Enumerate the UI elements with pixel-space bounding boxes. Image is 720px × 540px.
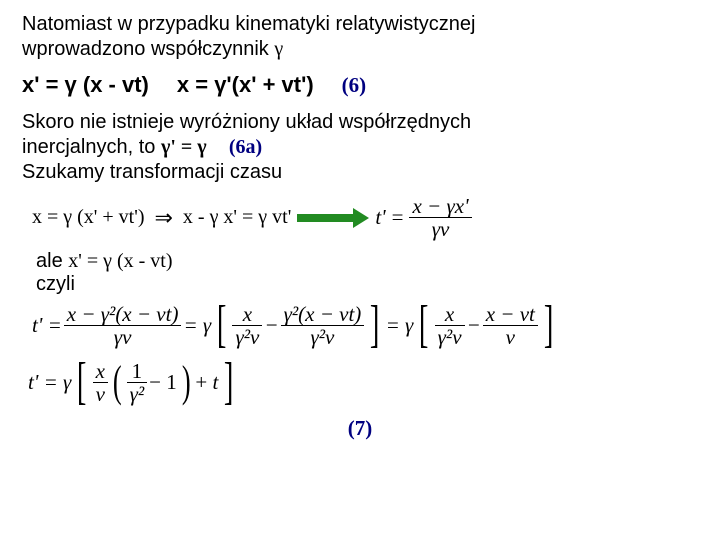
b1-f2a: x γ²v [232, 303, 262, 348]
eq6-right: x = γ'(x' + vt') [177, 72, 314, 98]
p2-l2-pre: inercjalnych, to [22, 136, 161, 158]
b1-f2bd: γ²v [307, 326, 337, 348]
arrow-icon [297, 208, 369, 228]
b2-x: x [93, 360, 108, 382]
b1-minus2: − [467, 313, 481, 338]
eq-sign: = [392, 205, 404, 230]
b1-f3ad: γ²v [435, 326, 465, 348]
b2-in: 1 [129, 360, 146, 382]
intro-text: Natomiast w przypadku kinematyki relatyw… [22, 12, 698, 62]
tps-den: γv [429, 218, 453, 240]
b2-v: v [93, 383, 108, 405]
czyli: czyli [36, 273, 75, 295]
b1-f3an: x [442, 303, 457, 325]
tprime-frac-small: t' = x − γx' γv [375, 195, 471, 240]
b1-f1d: γv [114, 325, 132, 349]
intro-line2-pre: wprowadzono współczynnik [22, 38, 274, 60]
big-equation-2: t' = γ [ x v ( 1 γ² − 1 ) + t ] [28, 359, 698, 406]
lbracket-1: [ [217, 302, 227, 349]
rbracket-1: ] [370, 302, 380, 349]
lbracket-3: [ [77, 359, 87, 406]
b1-frac1: x − γ²(x − vt) γv [64, 303, 182, 348]
b1-f3a: x γ²v [435, 303, 465, 348]
paragraph-2: Skoro nie istnieje wyróżniony układ wspó… [22, 110, 698, 185]
gamma-prime-eq-gamma: γ' = γ [161, 136, 207, 158]
b2-xv: x v [93, 360, 108, 405]
rbracket-2: ] [544, 302, 554, 349]
b1-minus: − [264, 313, 278, 338]
lbracket-2: [ [419, 302, 429, 349]
intro-line1: Natomiast w przypadku kinematyki relatyw… [22, 13, 476, 35]
b2-inner: 1 γ² [127, 360, 148, 405]
big-equation-1: t' = x − γ²(x − vt) γv = γ [ x γ²v − γ²(… [32, 302, 698, 349]
b1-f2an: x [240, 303, 255, 325]
b1-eqg2: = γ [386, 313, 414, 338]
lparen-1: ( [113, 362, 122, 402]
tprime-small-frac: x − γx' γv [409, 195, 471, 240]
gamma-symbol: γ [274, 38, 283, 60]
b1-f2bn: γ²(x − vt) [281, 303, 365, 325]
rparen-1: ) [182, 362, 191, 402]
b2-lead: t' = γ [28, 370, 71, 395]
ale-expr: x' = γ (x - vt) [68, 250, 172, 272]
rbracket-3: ] [224, 359, 234, 406]
b1-f3b: x − vt v [483, 303, 538, 348]
tprime-var: t' [375, 205, 385, 230]
equation-6: x' = γ (x - vt) x = γ'(x' + vt') (6) [22, 72, 698, 98]
p2-l3: Szukamy transformacji czasu [22, 161, 282, 183]
eq7-number: (7) [348, 416, 373, 440]
ale-line: ale x' = γ (x - vt) czyli [36, 250, 698, 296]
flow-lhs: x = γ (x' + vt') [32, 206, 144, 229]
b2-plus-t: + t [195, 370, 218, 395]
ale-pre: ale [36, 250, 68, 272]
flow-rhs: x - γ x' = γ vt' [183, 206, 291, 229]
b1-lead: t' = [32, 313, 62, 338]
implies-symbol: ⇒ [154, 205, 172, 231]
eq6-number: (6) [342, 73, 367, 98]
eq6-left: x' = γ (x - vt) [22, 72, 149, 98]
eq6a-number: (6a) [229, 136, 262, 158]
p2-l1: Skoro nie istnieje wyróżniony układ wspó… [22, 111, 471, 133]
b1-f3bd: v [503, 326, 518, 348]
b1-eqg: = γ [183, 313, 211, 338]
b1-f3bn: x − vt [483, 303, 538, 325]
b1-f2ad: γ²v [232, 326, 262, 348]
b2-tail: − 1 [149, 370, 177, 395]
tps-num: x − γx' [409, 195, 471, 217]
derivation-flow: x = γ (x' + vt') ⇒ x - γ x' = γ vt' t' =… [32, 195, 698, 240]
b1-f1n: x − γ²(x − vt) [67, 302, 179, 326]
eq7-number-wrap: (7) [22, 416, 698, 441]
b1-f2b: γ²(x − vt) γ²v [281, 303, 365, 348]
b2-id: γ² [127, 383, 148, 405]
